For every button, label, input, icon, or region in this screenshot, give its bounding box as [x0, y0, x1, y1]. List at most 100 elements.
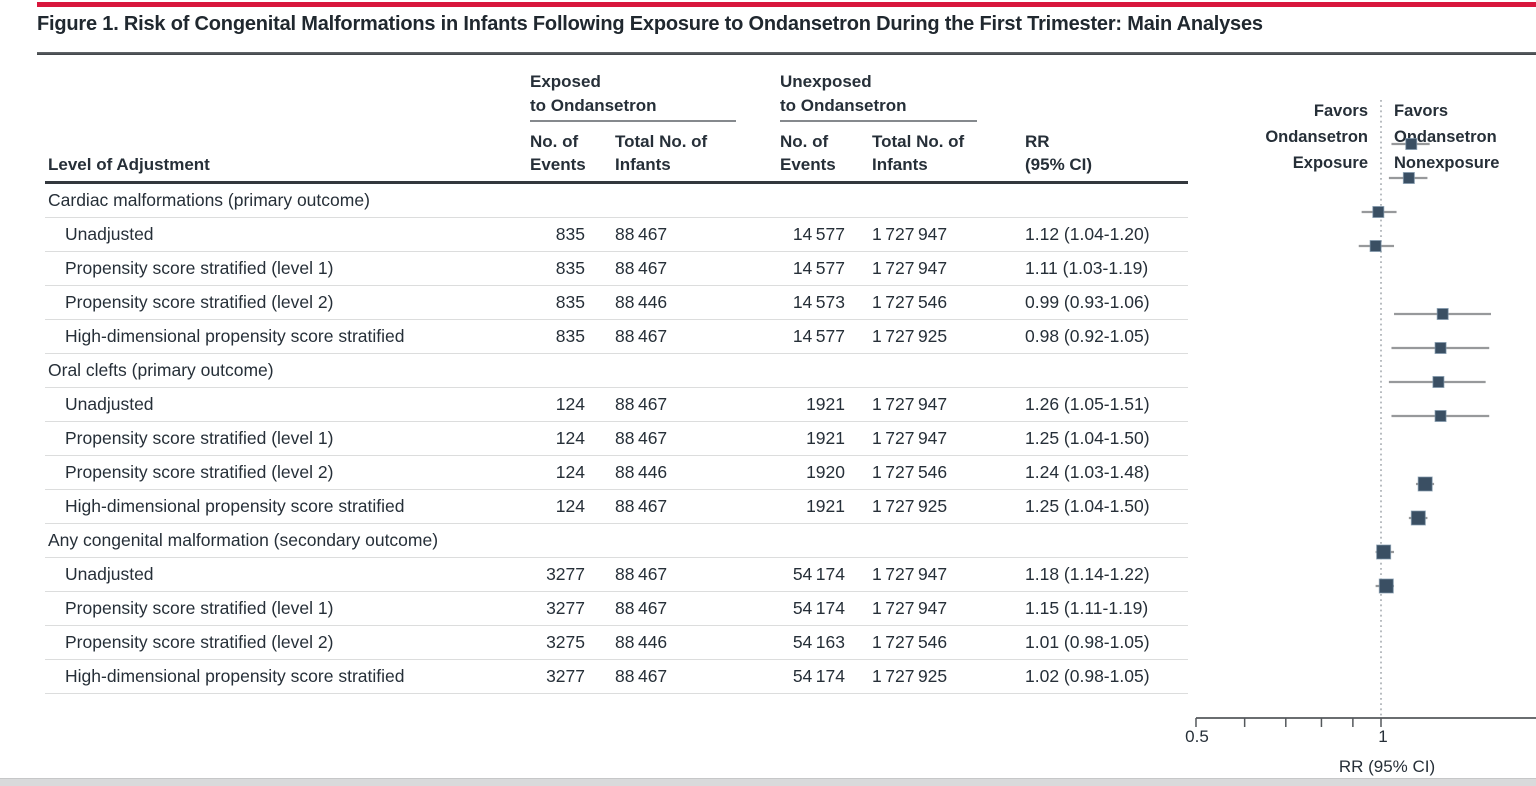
exposed-total-cell: 88 467 [615, 666, 668, 686]
exposed-events-cell: 3277 [546, 598, 585, 618]
table-row: High-dimensional propensity score strati… [45, 490, 1188, 524]
forest-marker [1372, 206, 1385, 218]
unexposed-header-line2: to Ondansetron [780, 96, 907, 115]
exposed-events-cell: 124 [555, 394, 585, 414]
row-label: Unadjusted [65, 224, 154, 244]
favors-line: Ondansetron [1394, 128, 1497, 146]
exposed-total-cell: 88 467 [615, 224, 668, 244]
row-label: Unadjusted [65, 394, 154, 414]
header-rule [45, 181, 1188, 184]
rr-cell: 0.99 (0.93-1.06) [1025, 292, 1150, 312]
favors-line: Exposure [1292, 154, 1368, 172]
unexposed-total-cell: 1 727 925 [872, 666, 948, 686]
unexposed-total-cell: 1 727 947 [872, 428, 948, 448]
unexposed-events-cell: 14 577 [792, 326, 845, 346]
forest-marker [1410, 510, 1426, 526]
table-row: Unadjusted 124 88 467 1921 1 727 947 1.2… [45, 388, 1188, 422]
forest-marker [1436, 308, 1449, 320]
rr-cell: 1.15 (1.11-1.19) [1025, 598, 1149, 618]
rr-cell: 1.18 (1.14-1.22) [1025, 564, 1150, 584]
unexposed-header-line1: Unexposed [780, 72, 872, 91]
col-header-line: Events [780, 155, 836, 174]
exposed-events-header: No. of Events [530, 130, 586, 176]
unexposed-total-cell: 1 727 925 [872, 326, 948, 346]
col-header-line: Total No. of [615, 132, 708, 151]
forest-plot [1195, 100, 1536, 727]
forest-marker [1432, 376, 1445, 388]
exposed-events-cell: 124 [555, 462, 585, 482]
exposed-total-cell: 88 446 [615, 462, 668, 482]
unexposed-total-cell: 1 727 947 [872, 224, 948, 244]
exposed-total-cell: 88 446 [615, 632, 668, 652]
forest-marker [1434, 342, 1447, 354]
unexposed-total-header: Total No. of Infants [872, 130, 964, 176]
row-label: High-dimensional propensity score strati… [65, 326, 405, 346]
rr-cell: 1.25 (1.04-1.50) [1025, 496, 1150, 516]
x-axis-label: RR (95% CI) [1338, 757, 1436, 776]
rr-header: RR (95% CI) [1025, 130, 1092, 176]
table-row: Propensity score stratified (level 1) 12… [45, 422, 1188, 456]
exposed-events-cell: 835 [555, 224, 585, 244]
exposed-header-line2: to Ondansetron [530, 96, 657, 115]
exposed-events-cell: 835 [555, 258, 585, 278]
unexposed-total-cell: 1 727 925 [872, 496, 948, 516]
unexposed-total-cell: 1 727 947 [872, 258, 948, 278]
accent-bar [37, 2, 1536, 7]
exposed-total-cell: 88 446 [615, 292, 668, 312]
unexposed-events-cell: 54 163 [792, 632, 845, 652]
unexposed-total-cell: 1 727 546 [872, 292, 948, 312]
unexposed-total-cell: 1 727 546 [872, 462, 948, 482]
table-row: Unadjusted 835 88 467 14 577 1 727 947 1… [45, 218, 1188, 252]
unexposed-events-cell: 14 577 [792, 258, 845, 278]
row-label: Propensity score stratified (level 1) [65, 258, 334, 278]
exposed-events-cell: 3275 [546, 632, 585, 652]
group-label: Oral clefts (primary outcome) [48, 360, 274, 380]
favors-exposure-label: Favors Ondansetron Exposure [1265, 98, 1368, 176]
exposed-events-cell: 3277 [546, 564, 585, 584]
unexposed-total-cell: 1 727 546 [872, 632, 948, 652]
x-tick-label-ref: 1 [1378, 727, 1388, 746]
unexposed-total-cell: 1 727 947 [872, 394, 948, 414]
unexposed-events-cell: 1921 [806, 394, 845, 414]
unexposed-events-cell: 54 174 [792, 666, 845, 686]
bottom-edge-strip [0, 778, 1536, 786]
rr-cell: 1.11 (1.03-1.19) [1025, 258, 1149, 278]
exposed-total-cell: 88 467 [615, 394, 668, 414]
row-label: Propensity score stratified (level 1) [65, 598, 334, 618]
exposed-total-cell: 88 467 [615, 598, 668, 618]
table-row: Propensity score stratified (level 2) 83… [45, 286, 1188, 320]
favors-line: Favors [1313, 102, 1368, 120]
x-tick-label-min: 0.5 [1185, 727, 1209, 746]
exposed-header-underline [530, 120, 736, 122]
rr-cell: 1.02 (0.98-1.05) [1025, 666, 1150, 686]
exposed-events-cell: 124 [555, 496, 585, 516]
exposed-total-cell: 88 467 [615, 258, 668, 278]
exposed-events-cell: 835 [555, 326, 585, 346]
rr-cell: 1.26 (1.05-1.51) [1025, 394, 1150, 414]
group-header-row: Oral clefts (primary outcome) [45, 354, 1188, 388]
row-label: Propensity score stratified (level 2) [65, 462, 334, 482]
table-row: High-dimensional propensity score strati… [45, 660, 1188, 694]
col-header-line: RR [1025, 132, 1050, 151]
rr-cell: 1.25 (1.04-1.50) [1025, 428, 1150, 448]
forest-marker [1434, 410, 1447, 422]
table-row: Propensity score stratified (level 2) 12… [45, 456, 1188, 490]
col-header-line: Total No. of [872, 132, 965, 151]
exposed-total-header: Total No. of Infants [615, 130, 707, 176]
unexposed-events-cell: 1921 [806, 428, 845, 448]
table-row: Propensity score stratified (level 1) 83… [45, 252, 1188, 286]
col-header-line: No. of [530, 132, 579, 151]
exposed-total-cell: 88 467 [615, 326, 668, 346]
table-row: Unadjusted 3277 88 467 54 174 1 727 947 … [45, 558, 1188, 592]
exposed-total-cell: 88 467 [615, 564, 668, 584]
exposed-events-cell: 3277 [546, 666, 585, 686]
favors-nonexposure-label: Favors Ondansetron Nonexposure [1394, 98, 1499, 176]
exposed-header-line1: Exposed [530, 72, 601, 91]
row-label: Unadjusted [65, 564, 154, 584]
unexposed-events-cell: 14 577 [792, 224, 845, 244]
row-label: Propensity score stratified (level 2) [65, 632, 334, 652]
title-divider [37, 52, 1536, 55]
group-header-row: Any congenital malformation (secondary o… [45, 524, 1188, 558]
col-header-line: (95% CI) [1025, 155, 1093, 174]
favors-line: Nonexposure [1394, 154, 1500, 172]
